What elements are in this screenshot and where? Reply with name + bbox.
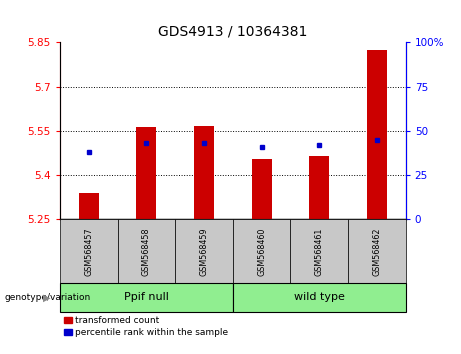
Bar [136, 126, 156, 219]
Text: GSM568458: GSM568458 [142, 227, 151, 276]
Text: ▶: ▶ [43, 292, 51, 302]
Text: GSM568459: GSM568459 [200, 227, 208, 276]
Legend: transformed count, percentile rank within the sample: transformed count, percentile rank withi… [65, 316, 228, 337]
Text: Ppif null: Ppif null [124, 292, 169, 302]
Bar [194, 126, 214, 219]
Text: GSM568460: GSM568460 [257, 227, 266, 275]
Text: GSM568461: GSM568461 [315, 227, 324, 275]
Title: GDS4913 / 10364381: GDS4913 / 10364381 [158, 24, 307, 39]
Text: wild type: wild type [294, 292, 345, 302]
Text: GSM568462: GSM568462 [372, 227, 381, 276]
Bar [79, 193, 99, 219]
Bar [309, 156, 329, 219]
Bar [367, 50, 387, 219]
Text: GSM568457: GSM568457 [84, 227, 93, 276]
Bar [252, 159, 272, 219]
Text: genotype/variation: genotype/variation [5, 293, 91, 302]
